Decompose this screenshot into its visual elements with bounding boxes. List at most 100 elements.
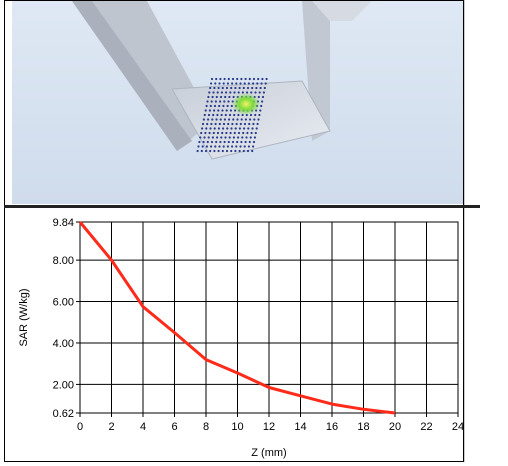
measurement-point bbox=[242, 86, 245, 90]
measurement-point bbox=[205, 127, 208, 130]
measurement-point bbox=[210, 100, 213, 103]
x-tick-label: 2 bbox=[108, 421, 114, 433]
measurement-point bbox=[228, 113, 232, 117]
measurement-point bbox=[244, 140, 247, 144]
measurement-point bbox=[253, 118, 256, 121]
measurement-point bbox=[229, 131, 232, 135]
phantom-scan-scene bbox=[12, 1, 463, 204]
measurement-point bbox=[202, 118, 205, 121]
sar-z-chart: 9.848.006.004.002.000.62 0 2 4 6 8 10 12 14 16 18… bbox=[18, 217, 464, 459]
measurement-point bbox=[221, 149, 224, 153]
measurement-point bbox=[216, 131, 220, 135]
measurement-point bbox=[256, 122, 259, 126]
measurement-point bbox=[223, 77, 226, 81]
measurement-point bbox=[247, 127, 250, 130]
measurement-point bbox=[256, 82, 259, 85]
measurement-point bbox=[252, 140, 256, 144]
x-tick-label: 0 bbox=[77, 421, 83, 433]
x-tick-label: 8 bbox=[203, 421, 209, 433]
measurement-point bbox=[225, 131, 228, 135]
measurement-point bbox=[219, 118, 222, 121]
measurement-point bbox=[204, 131, 207, 135]
measurement-point bbox=[229, 109, 232, 112]
measurement-point bbox=[217, 127, 220, 130]
measurement-point bbox=[252, 122, 255, 126]
measurement-point bbox=[237, 136, 240, 139]
measurement-point bbox=[222, 127, 225, 130]
x-tick-label: 22 bbox=[420, 421, 432, 433]
measurement-point bbox=[218, 82, 221, 85]
measurement-point bbox=[247, 145, 250, 148]
measurement-point bbox=[229, 91, 232, 94]
x-tick-label: 10 bbox=[231, 421, 243, 433]
measurement-point bbox=[210, 82, 213, 85]
measurement-point bbox=[252, 82, 255, 85]
measurement-point bbox=[201, 127, 204, 130]
measurement-point bbox=[218, 145, 221, 148]
measurement-point bbox=[221, 131, 224, 135]
measurement-point bbox=[237, 91, 240, 94]
measurement-point bbox=[260, 82, 263, 85]
measurement-point bbox=[226, 127, 229, 130]
measurement-point bbox=[264, 82, 267, 85]
measurement-point bbox=[237, 131, 241, 135]
measurement-point bbox=[261, 95, 265, 99]
measurement-point bbox=[231, 77, 235, 81]
measurement-point bbox=[265, 77, 268, 81]
measurement-point bbox=[213, 86, 216, 90]
measurement-point bbox=[203, 113, 206, 117]
measurement-point bbox=[254, 113, 257, 117]
measurement-point bbox=[219, 100, 222, 103]
measurement-point bbox=[213, 104, 217, 108]
measurement-point bbox=[219, 77, 222, 81]
measurement-point bbox=[243, 127, 246, 130]
measurement-point bbox=[197, 145, 200, 148]
series-line bbox=[78, 221, 396, 415]
measurement-point bbox=[247, 82, 250, 85]
measurement-point bbox=[205, 104, 208, 108]
measurement-point bbox=[208, 109, 211, 112]
measurement-point bbox=[215, 118, 218, 121]
measurement-point bbox=[211, 118, 214, 121]
measurement-point bbox=[238, 86, 241, 90]
measurement-point bbox=[243, 145, 246, 148]
measurement-point bbox=[214, 82, 217, 85]
measurement-point bbox=[231, 122, 234, 126]
x-tick-label: 12 bbox=[263, 421, 275, 433]
right-margin-strip bbox=[464, 0, 508, 462]
measurement-point bbox=[242, 131, 245, 135]
measurement-point bbox=[259, 109, 262, 112]
measurement-point bbox=[237, 113, 240, 117]
measurement-point bbox=[217, 109, 220, 112]
measurement-point bbox=[236, 140, 239, 144]
measurement-point bbox=[224, 113, 227, 117]
measurement-point bbox=[209, 104, 212, 108]
measurement-point bbox=[239, 122, 242, 126]
measurement-point bbox=[208, 91, 211, 94]
measurement-point bbox=[260, 104, 263, 108]
measurement-point bbox=[222, 122, 226, 126]
measurement-point bbox=[230, 86, 233, 90]
measurement-point bbox=[212, 91, 215, 94]
measurement-point bbox=[225, 109, 228, 112]
chart-panel: 9.84 8.00 6.00 4.00 2.00 0.62 0 2 4 6 8 10 12 14 16 18… bbox=[5, 208, 464, 461]
measurement-point bbox=[209, 86, 212, 90]
y-tick-label: 2.00 bbox=[53, 379, 74, 391]
measurement-point bbox=[210, 140, 214, 144]
measurement-point bbox=[246, 149, 250, 153]
measurement-point bbox=[220, 91, 223, 94]
x-tick-label: 6 bbox=[171, 421, 177, 433]
measurement-point bbox=[199, 136, 202, 139]
measurement-point bbox=[214, 122, 217, 126]
measurement-point bbox=[243, 122, 247, 126]
measurement-point bbox=[226, 145, 229, 148]
measurement-point bbox=[240, 140, 243, 144]
measurement-point bbox=[248, 140, 251, 144]
x-tick-label: 4 bbox=[140, 421, 146, 433]
measurement-point bbox=[210, 145, 213, 148]
measurement-point bbox=[244, 77, 247, 81]
y-axis-label: SAR (W/kg) bbox=[18, 288, 30, 346]
measurement-point bbox=[235, 122, 238, 126]
measurement-point bbox=[231, 145, 234, 148]
measurement-point bbox=[233, 91, 236, 94]
